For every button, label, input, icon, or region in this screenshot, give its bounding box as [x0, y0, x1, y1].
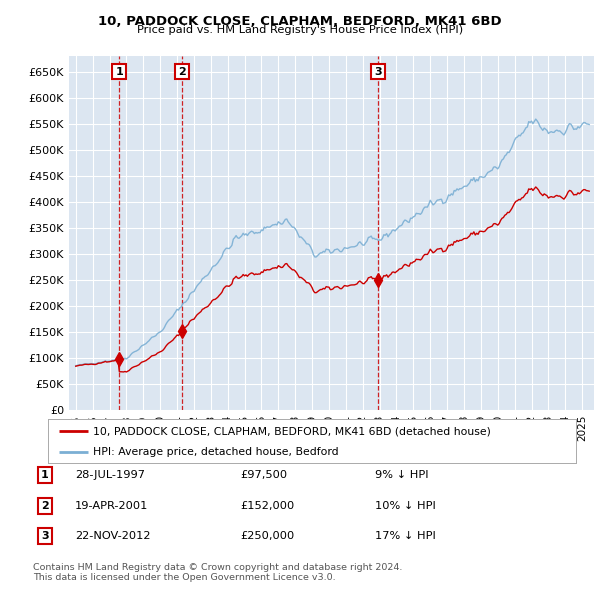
- Text: 2: 2: [41, 501, 49, 510]
- Text: 10% ↓ HPI: 10% ↓ HPI: [375, 501, 436, 510]
- Text: 2: 2: [178, 67, 186, 77]
- Text: 10, PADDOCK CLOSE, CLAPHAM, BEDFORD, MK41 6BD: 10, PADDOCK CLOSE, CLAPHAM, BEDFORD, MK4…: [98, 15, 502, 28]
- Text: 22-NOV-2012: 22-NOV-2012: [75, 532, 151, 541]
- Text: 19-APR-2001: 19-APR-2001: [75, 501, 148, 510]
- Text: 1: 1: [41, 470, 49, 480]
- Text: 17% ↓ HPI: 17% ↓ HPI: [375, 532, 436, 541]
- Text: 3: 3: [374, 67, 382, 77]
- Text: Price paid vs. HM Land Registry's House Price Index (HPI): Price paid vs. HM Land Registry's House …: [137, 25, 463, 35]
- Text: £250,000: £250,000: [240, 532, 294, 541]
- Text: HPI: Average price, detached house, Bedford: HPI: Average price, detached house, Bedf…: [93, 447, 338, 457]
- Text: 10, PADDOCK CLOSE, CLAPHAM, BEDFORD, MK41 6BD (detached house): 10, PADDOCK CLOSE, CLAPHAM, BEDFORD, MK4…: [93, 427, 491, 436]
- Text: £152,000: £152,000: [240, 501, 294, 510]
- Text: 3: 3: [41, 532, 49, 541]
- Text: 28-JUL-1997: 28-JUL-1997: [75, 470, 145, 480]
- Text: Contains HM Land Registry data © Crown copyright and database right 2024.
This d: Contains HM Land Registry data © Crown c…: [33, 563, 403, 582]
- Text: 9% ↓ HPI: 9% ↓ HPI: [375, 470, 428, 480]
- Text: 1: 1: [115, 67, 123, 77]
- Text: £97,500: £97,500: [240, 470, 287, 480]
